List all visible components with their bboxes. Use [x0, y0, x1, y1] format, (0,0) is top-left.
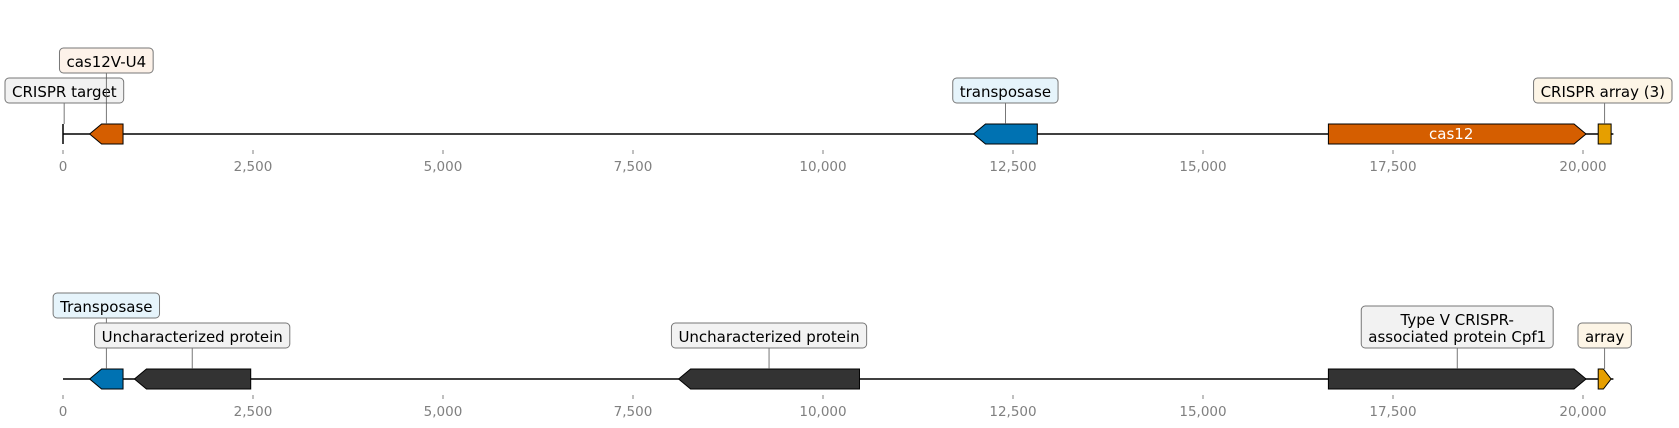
label-text: CRISPR target — [12, 83, 117, 101]
feature-crispr-array-3 — [1597, 123, 1612, 145]
feature-label: cas12V-U4 — [58, 47, 154, 124]
label-box — [1577, 322, 1632, 349]
feature-label: Type V CRISPR-associated protein Cpf1 — [1360, 305, 1554, 369]
feature-label: Uncharacterized protein — [670, 322, 868, 369]
label-text: cas12V-U4 — [66, 53, 146, 71]
label-box — [1360, 305, 1554, 349]
track-1: 0 2,500 5,000 7,500 10,000 12,500 15,000 17,500… — [4, 47, 1673, 175]
label-text: Transposase — [59, 298, 152, 316]
feature-transposase-2 — [88, 368, 124, 390]
label-box — [58, 47, 154, 74]
axis-tick-label: 7,500 — [614, 159, 653, 175]
feature-array — [1597, 368, 1612, 390]
axis-tick-label: 17,500 — [1369, 159, 1416, 175]
feature-transposase — [972, 123, 1038, 145]
feature-uncharacterized-1 — [133, 368, 252, 390]
axis-tick-label: 0 — [59, 159, 68, 175]
label-text: Uncharacterized protein — [678, 328, 859, 346]
axis-tick-label: 12,500 — [989, 404, 1036, 420]
axis-tick-label: 17,500 — [1369, 404, 1416, 420]
label-box — [4, 77, 125, 104]
feature-cas12v-u4 — [88, 123, 124, 145]
axis-tick-label: 5,000 — [424, 159, 463, 175]
axis-tick-label: 2,500 — [234, 159, 273, 175]
feature-label: array — [1577, 322, 1632, 369]
axis-tick-label: 10,000 — [799, 404, 846, 420]
axis-tick-label: 10,000 — [799, 159, 846, 175]
axis-tick-label: 15,000 — [1179, 404, 1226, 420]
feature-label: CRISPR array (3) — [1533, 77, 1673, 124]
label-box — [1533, 77, 1673, 104]
axis-tick-label: 0 — [59, 404, 68, 420]
label-box — [670, 322, 868, 349]
label-text: Type V CRISPR-associated protein Cpf1 — [1368, 311, 1546, 346]
feature-label: CRISPR target — [4, 77, 125, 124]
axis-tick-label: 20,000 — [1559, 159, 1606, 175]
label-box — [952, 77, 1059, 104]
axis-tick-label: 15,000 — [1179, 159, 1226, 175]
axis-tick-label: 5,000 — [424, 404, 463, 420]
label-text: Uncharacterized protein — [102, 328, 283, 346]
label-text: array — [1585, 328, 1624, 346]
label-text: CRISPR array (3) — [1541, 83, 1665, 101]
feature-label: Uncharacterized protein — [94, 322, 291, 369]
feature-uncharacterized-2 — [677, 368, 860, 390]
track-2: 0 2,500 5,000 7,500 10,000 12,500 15,000 17,500… — [52, 292, 1632, 420]
label-box — [94, 322, 291, 349]
axis-tick-label: 7,500 — [614, 404, 653, 420]
axis-tick-label: 12,500 — [989, 159, 1036, 175]
label-box — [52, 292, 161, 319]
feature-cas12 — [1327, 123, 1587, 145]
axis-tick-label: 2,500 — [234, 404, 273, 420]
feature-label: Transposase — [52, 292, 161, 369]
axis-tick-label: 20,000 — [1559, 404, 1606, 420]
feature-inline-label: cas12 — [1429, 125, 1473, 143]
label-text: transposase — [960, 83, 1051, 101]
feature-label: transposase — [952, 77, 1059, 124]
feature-cpf1 — [1327, 368, 1587, 390]
